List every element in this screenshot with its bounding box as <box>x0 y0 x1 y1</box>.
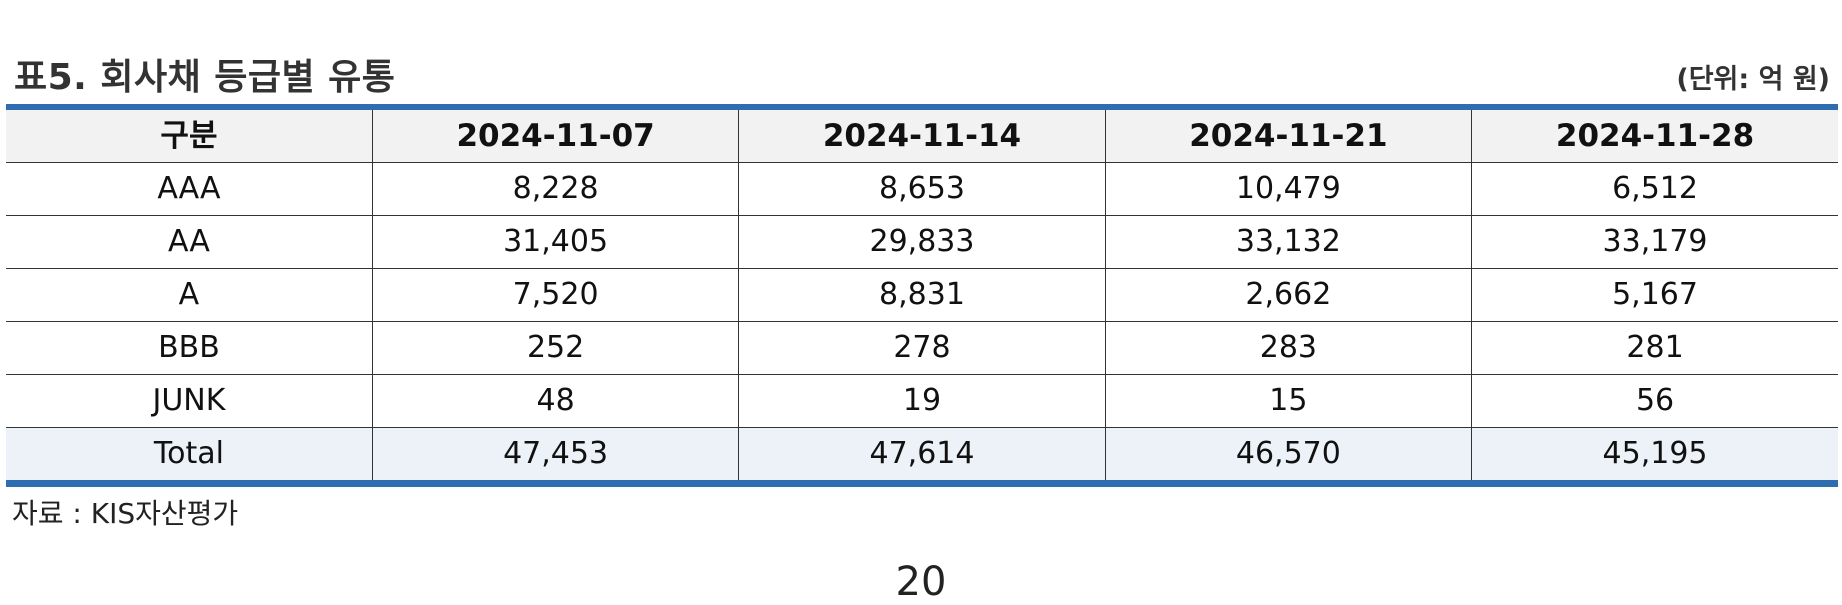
table-row: BBB 252 278 283 281 <box>6 321 1838 375</box>
column-header-category: 구분 <box>6 107 373 163</box>
table-cell: 10,479 <box>1105 162 1473 216</box>
table-cell: 19 <box>738 374 1106 428</box>
row-label: AAA <box>6 162 373 216</box>
row-label: JUNK <box>6 374 373 428</box>
table-cell: 7,520 <box>372 268 740 322</box>
column-header-date: 2024-11-28 <box>1471 107 1838 163</box>
table-header-row: 구분 2024-11-07 2024-11-14 2024-11-21 2024… <box>6 107 1838 163</box>
table-cell: 8,653 <box>738 162 1106 216</box>
table-cell: 47,614 <box>738 427 1106 484</box>
table-cell: 8,228 <box>372 162 740 216</box>
page-number: 20 <box>895 559 947 605</box>
table-cell: 33,132 <box>1105 215 1473 269</box>
table-row: AA 31,405 29,833 33,132 33,179 <box>6 215 1838 269</box>
table-cell: 47,453 <box>372 427 740 484</box>
column-header-date: 2024-11-21 <box>1105 107 1473 163</box>
table-cell: 281 <box>1471 321 1838 375</box>
table-cell: 15 <box>1105 374 1473 428</box>
total-row: Total 47,453 47,614 46,570 45,195 <box>6 427 1838 484</box>
row-label: AA <box>6 215 373 269</box>
table-cell: 29,833 <box>738 215 1106 269</box>
table-cell: 46,570 <box>1105 427 1473 484</box>
table-row: AAA 8,228 8,653 10,479 6,512 <box>6 162 1838 216</box>
column-header-date: 2024-11-14 <box>738 107 1106 163</box>
table-header: 표5. 회사채 등급별 유통 (단위: 억 원) <box>12 52 1830 102</box>
row-label: BBB <box>6 321 373 375</box>
table-cell: 6,512 <box>1471 162 1838 216</box>
table-cell: 56 <box>1471 374 1838 428</box>
table-cell: 8,831 <box>738 268 1106 322</box>
table-cell: 45,195 <box>1471 427 1838 484</box>
table-cell: 2,662 <box>1105 268 1473 322</box>
source-note: 자료 : KIS자산평가 <box>12 497 239 530</box>
table-cell: 5,167 <box>1471 268 1838 322</box>
table-cell: 33,179 <box>1471 215 1838 269</box>
table-cell: 278 <box>738 321 1106 375</box>
table-cell: 252 <box>372 321 740 375</box>
table-cell: 283 <box>1105 321 1473 375</box>
bond-distribution-table: 구분 2024-11-07 2024-11-14 2024-11-21 2024… <box>6 104 1838 487</box>
column-header-date: 2024-11-07 <box>372 107 740 163</box>
unit-label: (단위: 억 원) <box>1676 64 1830 95</box>
table-row: A 7,520 8,831 2,662 5,167 <box>6 268 1838 322</box>
table-cell: 31,405 <box>372 215 740 269</box>
table-cell: 48 <box>372 374 740 428</box>
table-title: 표5. 회사채 등급별 유통 <box>14 57 396 98</box>
table-row: JUNK 48 19 15 56 <box>6 374 1838 428</box>
row-label: A <box>6 268 373 322</box>
row-label: Total <box>6 427 373 484</box>
